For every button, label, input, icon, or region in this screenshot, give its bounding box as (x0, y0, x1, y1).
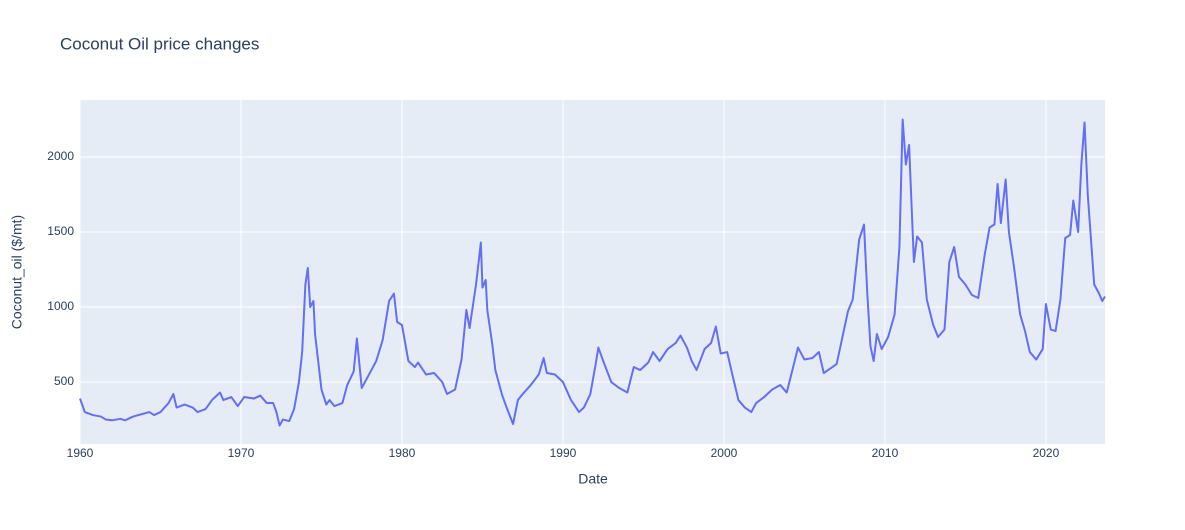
chart-title: Coconut Oil price changes (60, 34, 259, 53)
y-tick-label: 2000 (47, 149, 74, 163)
x-tick-label: 2020 (1033, 446, 1060, 460)
x-tick-label: 1980 (389, 446, 416, 460)
x-tick-label: 1960 (67, 446, 94, 460)
x-tick-label: 2010 (872, 446, 899, 460)
x-tick-label: 1970 (228, 446, 255, 460)
x-tick-label: 2000 (711, 446, 738, 460)
y-tick-label: 1000 (47, 299, 74, 313)
x-tick-label: 1990 (550, 446, 577, 460)
line-series (79, 118, 1106, 427)
y-axis-title: Coconut_oil ($/mt) (9, 215, 25, 329)
y-tick-label: 1500 (47, 224, 74, 238)
x-axis-title: Date (578, 471, 608, 487)
plot-area (80, 100, 1105, 444)
y-tick-label: 500 (54, 374, 74, 388)
